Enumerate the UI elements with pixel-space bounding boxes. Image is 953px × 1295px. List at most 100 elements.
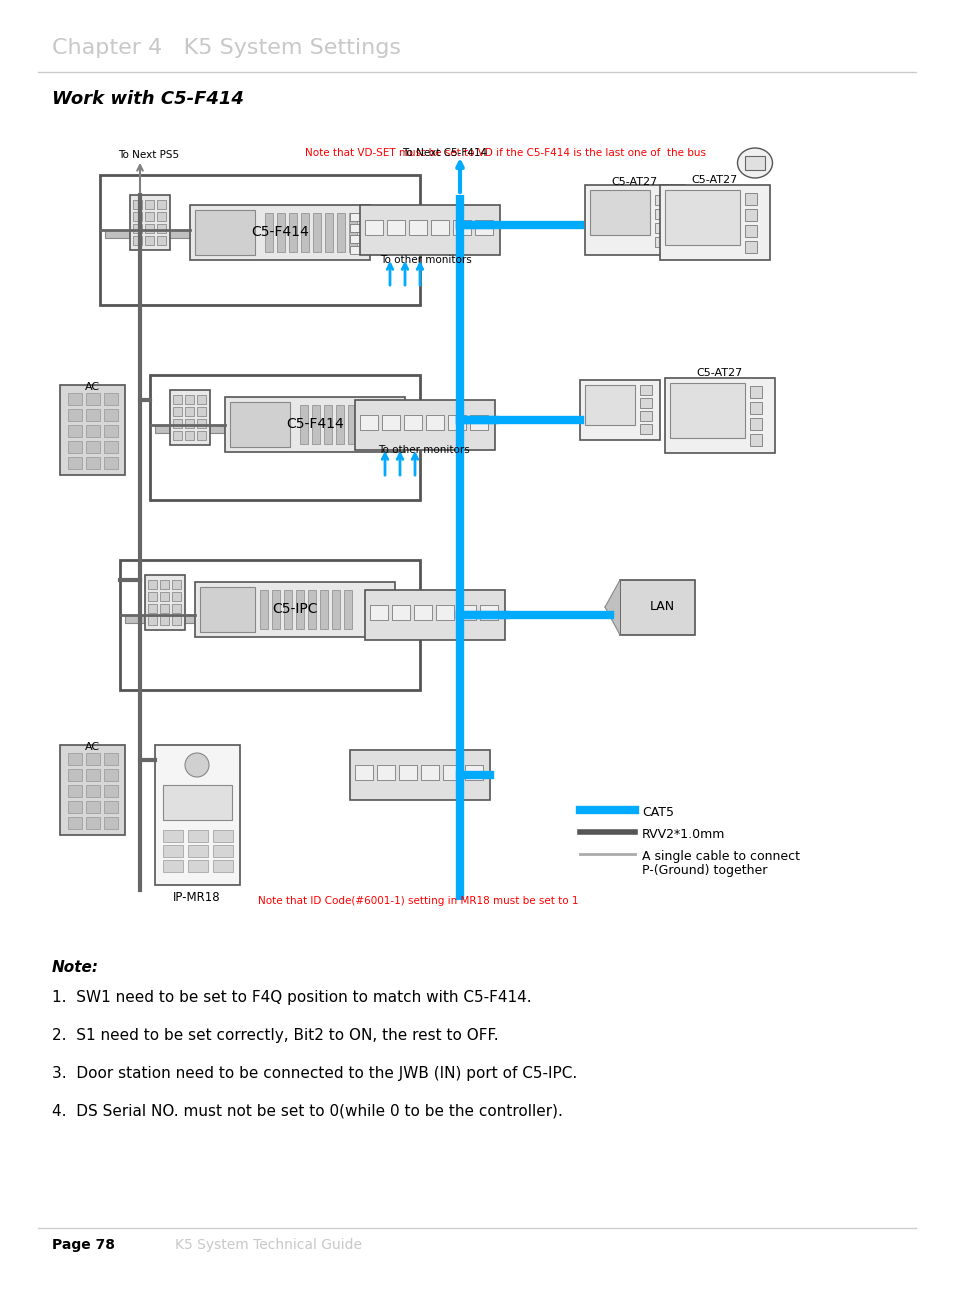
Text: P-(Ground) together: P-(Ground) together	[641, 864, 766, 877]
Bar	[325, 212, 333, 253]
Bar	[145, 212, 153, 221]
Bar	[213, 860, 233, 872]
Bar	[154, 425, 415, 433]
Bar	[749, 386, 761, 398]
Bar	[68, 769, 82, 781]
Bar	[196, 395, 206, 404]
Bar	[284, 591, 292, 629]
Bar	[744, 241, 757, 253]
Bar	[196, 407, 206, 416]
Bar	[744, 208, 757, 221]
Bar	[579, 379, 659, 440]
Bar	[185, 407, 193, 416]
Text: A single cable to connect: A single cable to connect	[641, 850, 800, 862]
Bar	[160, 592, 169, 601]
Bar	[584, 185, 684, 255]
Bar	[659, 185, 769, 260]
Bar	[332, 591, 339, 629]
Bar	[188, 846, 208, 857]
Bar	[744, 225, 757, 237]
Bar	[749, 434, 761, 445]
Bar	[272, 591, 280, 629]
Bar	[154, 745, 240, 884]
Bar	[414, 605, 432, 620]
Text: Page 78: Page 78	[52, 1238, 115, 1252]
Text: Note:: Note:	[52, 960, 99, 975]
Bar	[359, 405, 368, 444]
Bar	[372, 405, 379, 444]
Bar	[639, 398, 651, 408]
Bar	[639, 423, 651, 434]
Bar	[312, 405, 319, 444]
Text: RVV2*1.0mm: RVV2*1.0mm	[641, 828, 724, 840]
Text: C5-F414: C5-F414	[286, 417, 343, 431]
Bar	[350, 246, 365, 254]
Bar	[132, 224, 142, 233]
Bar	[381, 414, 399, 430]
Bar	[148, 603, 157, 613]
Text: CAT5: CAT5	[641, 805, 673, 818]
Bar	[145, 236, 153, 245]
Bar	[163, 785, 232, 820]
Bar	[664, 190, 740, 245]
Bar	[420, 765, 438, 780]
Bar	[365, 591, 504, 640]
Bar	[584, 385, 635, 425]
Bar	[749, 418, 761, 430]
Bar	[348, 405, 355, 444]
Bar	[442, 765, 460, 780]
Text: 1.  SW1 need to be set to F4Q position to match with C5-F414.: 1. SW1 need to be set to F4Q position to…	[52, 989, 531, 1005]
Text: LAN: LAN	[649, 601, 674, 614]
Bar	[370, 605, 388, 620]
Bar	[744, 155, 764, 170]
Bar	[398, 765, 416, 780]
Bar	[392, 605, 410, 620]
Bar	[669, 383, 744, 438]
Bar	[299, 405, 308, 444]
Bar	[349, 212, 356, 253]
Bar	[104, 802, 118, 813]
Bar	[148, 580, 157, 589]
Bar	[86, 409, 100, 421]
Text: C5-F414: C5-F414	[251, 225, 309, 240]
Bar	[350, 234, 365, 243]
Bar	[86, 752, 100, 765]
Bar	[319, 591, 328, 629]
Bar	[385, 405, 399, 413]
Bar	[639, 385, 651, 395]
Text: IP-MR18: IP-MR18	[173, 891, 220, 904]
Bar	[172, 580, 181, 589]
Bar	[148, 592, 157, 601]
Circle shape	[185, 752, 209, 777]
Bar	[308, 591, 315, 629]
Bar	[160, 603, 169, 613]
Bar	[295, 591, 304, 629]
Bar	[190, 205, 370, 260]
Bar	[185, 431, 193, 440]
Bar	[157, 212, 166, 221]
Bar	[289, 212, 296, 253]
Bar	[655, 237, 666, 247]
Bar	[86, 769, 100, 781]
Bar	[664, 378, 774, 453]
Bar	[145, 224, 153, 233]
Bar	[68, 409, 82, 421]
Bar	[475, 220, 493, 234]
Bar	[385, 438, 399, 445]
Bar	[324, 405, 332, 444]
Bar	[194, 581, 395, 637]
Bar	[86, 802, 100, 813]
Text: To Next C5-F414: To Next C5-F414	[401, 148, 487, 158]
Text: Note that VD-SET must be set to VD if the C5-F414 is the last one of  the bus: Note that VD-SET must be set to VD if th…	[305, 148, 705, 158]
Bar	[68, 752, 82, 765]
Text: To Next PS5: To Next PS5	[118, 150, 179, 161]
Bar	[350, 750, 490, 800]
Bar	[170, 390, 210, 445]
Bar	[132, 212, 142, 221]
Polygon shape	[604, 580, 619, 635]
Text: 2.  S1 need to be set correctly, Bit2 to ON, the rest to OFF.: 2. S1 need to be set correctly, Bit2 to …	[52, 1028, 498, 1042]
Bar	[464, 765, 482, 780]
Text: 3.  Door station need to be connected to the JWB (IN) port of C5-IPC.: 3. Door station need to be connected to …	[52, 1066, 577, 1081]
Bar	[172, 420, 182, 429]
Text: C5-IPC: C5-IPC	[272, 602, 317, 616]
